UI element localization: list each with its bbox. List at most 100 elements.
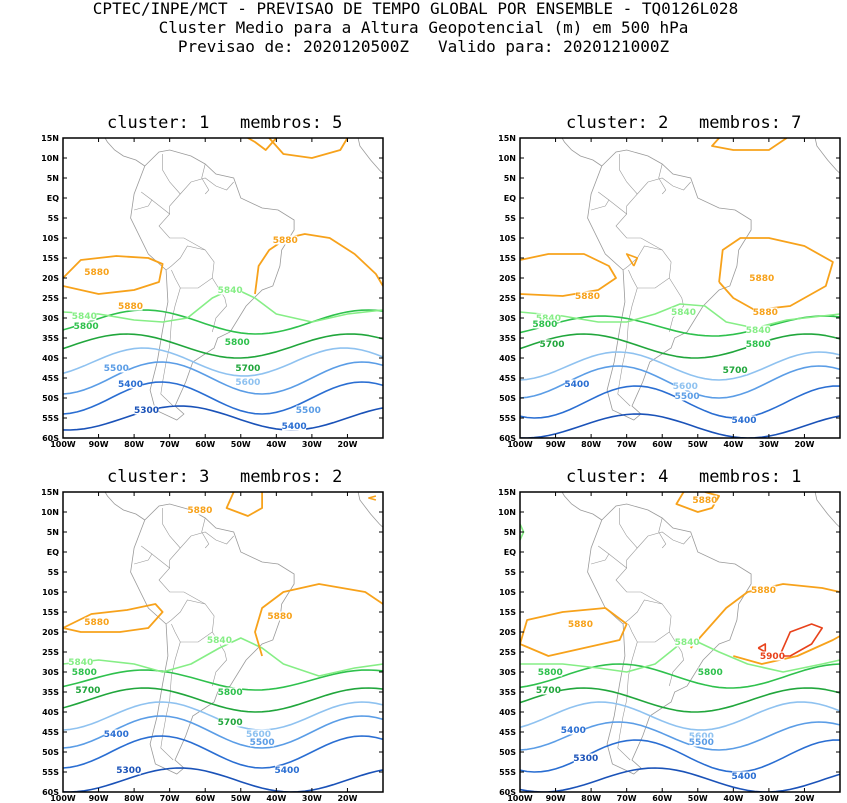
lat-label: 60S — [499, 788, 516, 797]
lat-label: 45S — [499, 728, 516, 737]
lat-label: 50S — [42, 394, 59, 403]
contour-label-bg — [689, 737, 714, 747]
lat-label: 10S — [499, 588, 516, 597]
contour-label-5800: 5800 — [218, 688, 243, 698]
contour-label-bg — [116, 765, 141, 775]
coastline-central-america — [561, 138, 603, 167]
contour-label-5800: 5800 — [225, 338, 250, 348]
contour-5880 — [711, 138, 788, 151]
lon-label: 30W — [759, 794, 779, 803]
country-border — [615, 177, 691, 251]
map-panel-4: 5880 5880 5880 5900 5840 5800 5800 5700 56005500… — [498, 488, 841, 803]
contour-label-bg — [218, 285, 243, 295]
contour-5600 — [520, 701, 840, 731]
contour-label-bg — [118, 301, 143, 311]
contour-5600 — [520, 351, 840, 381]
contour-label-bg — [575, 291, 600, 301]
contour-5500 — [63, 715, 383, 749]
lat-label: 50S — [42, 748, 59, 757]
lon-label: 80W — [581, 794, 601, 803]
country-border — [158, 177, 234, 251]
lon-label: 60W — [195, 794, 215, 803]
lat-label: 40S — [499, 708, 516, 717]
panel-2-title: cluster: 2 membros: 7 — [566, 113, 802, 133]
lat-label: 10N — [41, 508, 59, 517]
map-frame — [62, 137, 384, 439]
lat-label: 55S — [499, 768, 516, 777]
contour-label-5500: 5500 — [689, 738, 714, 748]
contour-label-5400: 5400 — [561, 726, 586, 736]
contour-label-5300: 5300 — [116, 766, 141, 776]
country-border — [162, 154, 181, 195]
contour-label-5880: 5880 — [692, 496, 717, 506]
contour-5880 — [675, 492, 720, 513]
contour-5400 — [63, 735, 383, 769]
contour-label-5840: 5840 — [68, 658, 93, 668]
contour-5800 — [63, 309, 383, 335]
contour-label-bg — [732, 415, 756, 425]
contour-label-5800: 5800 — [72, 668, 97, 678]
contour-label-5900: 5900 — [760, 652, 785, 662]
lat-label: 20S — [499, 628, 516, 637]
contour-label-bg — [568, 619, 593, 629]
contour-label-5840: 5840 — [72, 312, 97, 322]
lat-label: 10N — [498, 508, 516, 517]
lat-label: 60S — [42, 434, 59, 443]
lat-label: 35S — [499, 334, 516, 343]
contour-label-bg — [689, 731, 714, 741]
contour-5500 — [63, 361, 383, 395]
lat-label: 45S — [499, 374, 516, 383]
contour-label-bg — [675, 637, 700, 647]
map-panel-1: 5880588058805840584058005800570056005500… — [41, 134, 384, 449]
lat-label: 60S — [42, 788, 59, 797]
contour-label-bg — [273, 235, 298, 245]
map-panel-3: 5880588058805840584058005800570057005600… — [41, 488, 384, 803]
contour-label-bg — [235, 363, 260, 373]
country-border — [658, 517, 667, 549]
lat-label: 5S — [48, 214, 60, 223]
contour-label-5840: 5840 — [207, 636, 232, 646]
contour-label-bg — [250, 737, 275, 747]
lat-label: 20S — [42, 628, 59, 637]
lat-label: EQ — [504, 548, 516, 557]
lat-label: EQ — [47, 548, 59, 557]
country-border — [201, 163, 210, 195]
lat-label: 10S — [499, 234, 516, 243]
lat-label: 10S — [42, 588, 59, 597]
coastline-south-america — [130, 503, 295, 775]
contour-5300 — [63, 767, 383, 792]
lon-label: 100W — [507, 794, 533, 803]
lat-label: 45S — [42, 374, 59, 383]
lat-label: 40S — [42, 354, 59, 363]
contour-label-bg — [749, 273, 774, 283]
coastline-africa — [814, 492, 840, 556]
contour-label-5700: 5700 — [218, 718, 243, 728]
contour-label-5400: 5400 — [731, 416, 756, 426]
country-border — [134, 191, 153, 211]
contour-label-5500: 5500 — [296, 406, 321, 416]
panel-3-title: cluster: 3 membros: 2 — [107, 467, 343, 487]
map-panel-2: 5880588058805840584058405800580057005700… — [498, 134, 841, 449]
lon-label: 100W — [50, 440, 76, 449]
figure-title: CPTEC/INPE/MCT - PREVISAO DE TEMPO GLOBA… — [92, 0, 739, 18]
contour-label-bg — [760, 651, 785, 661]
lat-label: 15N — [498, 488, 516, 497]
lat-label: 15N — [41, 488, 59, 497]
contour-label-5800: 5800 — [538, 668, 563, 678]
lat-label: EQ — [504, 194, 516, 203]
lat-label: 35S — [42, 334, 59, 343]
country-border — [622, 599, 672, 643]
contour-label-bg — [675, 391, 700, 401]
lat-label: 5S — [505, 568, 517, 577]
lat-label: 40S — [42, 708, 59, 717]
lon-label: 50W — [688, 794, 708, 803]
lon-label: 70W — [617, 794, 637, 803]
contour-5880 — [247, 138, 277, 151]
country-border — [608, 553, 627, 569]
contour-label-bg — [275, 765, 299, 775]
lat-label: 10N — [498, 154, 516, 163]
country-border — [201, 517, 210, 549]
lat-label: 50S — [499, 748, 516, 757]
coastline-africa — [357, 492, 383, 556]
contour-label-5700: 5700 — [723, 366, 748, 376]
